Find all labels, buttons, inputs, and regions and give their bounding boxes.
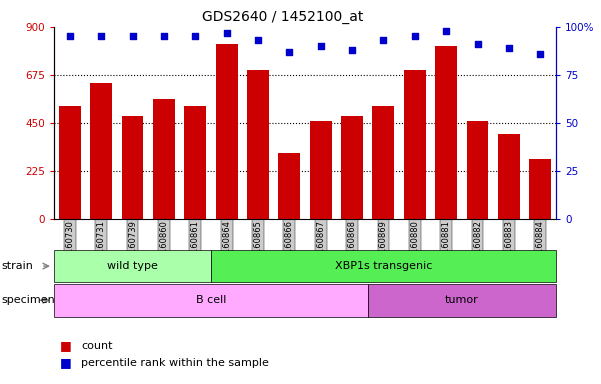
Bar <box>54 284 368 317</box>
Point <box>191 33 200 40</box>
Text: specimen: specimen <box>2 295 55 305</box>
Text: ■: ■ <box>60 339 72 352</box>
Point <box>127 33 137 40</box>
Point <box>504 45 514 51</box>
Bar <box>341 116 363 219</box>
Bar <box>59 106 81 219</box>
Text: strain: strain <box>2 261 34 271</box>
Point <box>284 49 294 55</box>
Point <box>316 43 326 49</box>
Bar <box>54 250 211 282</box>
Point <box>473 41 483 47</box>
Bar <box>216 44 237 219</box>
Bar <box>121 116 144 219</box>
Point <box>347 47 357 53</box>
Text: tumor: tumor <box>445 295 479 306</box>
Text: ■: ■ <box>60 356 72 369</box>
Point <box>379 37 388 43</box>
Bar <box>368 284 556 317</box>
Bar <box>185 106 206 219</box>
Bar <box>529 159 551 219</box>
Bar <box>466 121 489 219</box>
Bar <box>498 134 520 219</box>
Text: wild type: wild type <box>107 261 158 271</box>
Text: B cell: B cell <box>196 295 226 306</box>
Text: XBP1s transgenic: XBP1s transgenic <box>335 261 432 271</box>
Text: count: count <box>81 341 112 351</box>
Point <box>535 51 545 57</box>
Text: percentile rank within the sample: percentile rank within the sample <box>81 358 269 368</box>
Bar <box>247 70 269 219</box>
Point <box>410 33 419 40</box>
Bar <box>90 83 112 219</box>
Point <box>65 33 75 40</box>
Bar <box>278 153 300 219</box>
Bar <box>373 106 394 219</box>
Point <box>441 28 451 34</box>
Point <box>253 37 263 43</box>
Bar <box>435 46 457 219</box>
Bar <box>211 250 556 282</box>
Point <box>222 30 231 36</box>
Point <box>159 33 169 40</box>
Point <box>96 33 106 40</box>
Bar <box>404 70 426 219</box>
Bar <box>153 99 175 219</box>
Text: GDS2640 / 1452100_at: GDS2640 / 1452100_at <box>202 10 363 23</box>
Bar <box>310 121 332 219</box>
